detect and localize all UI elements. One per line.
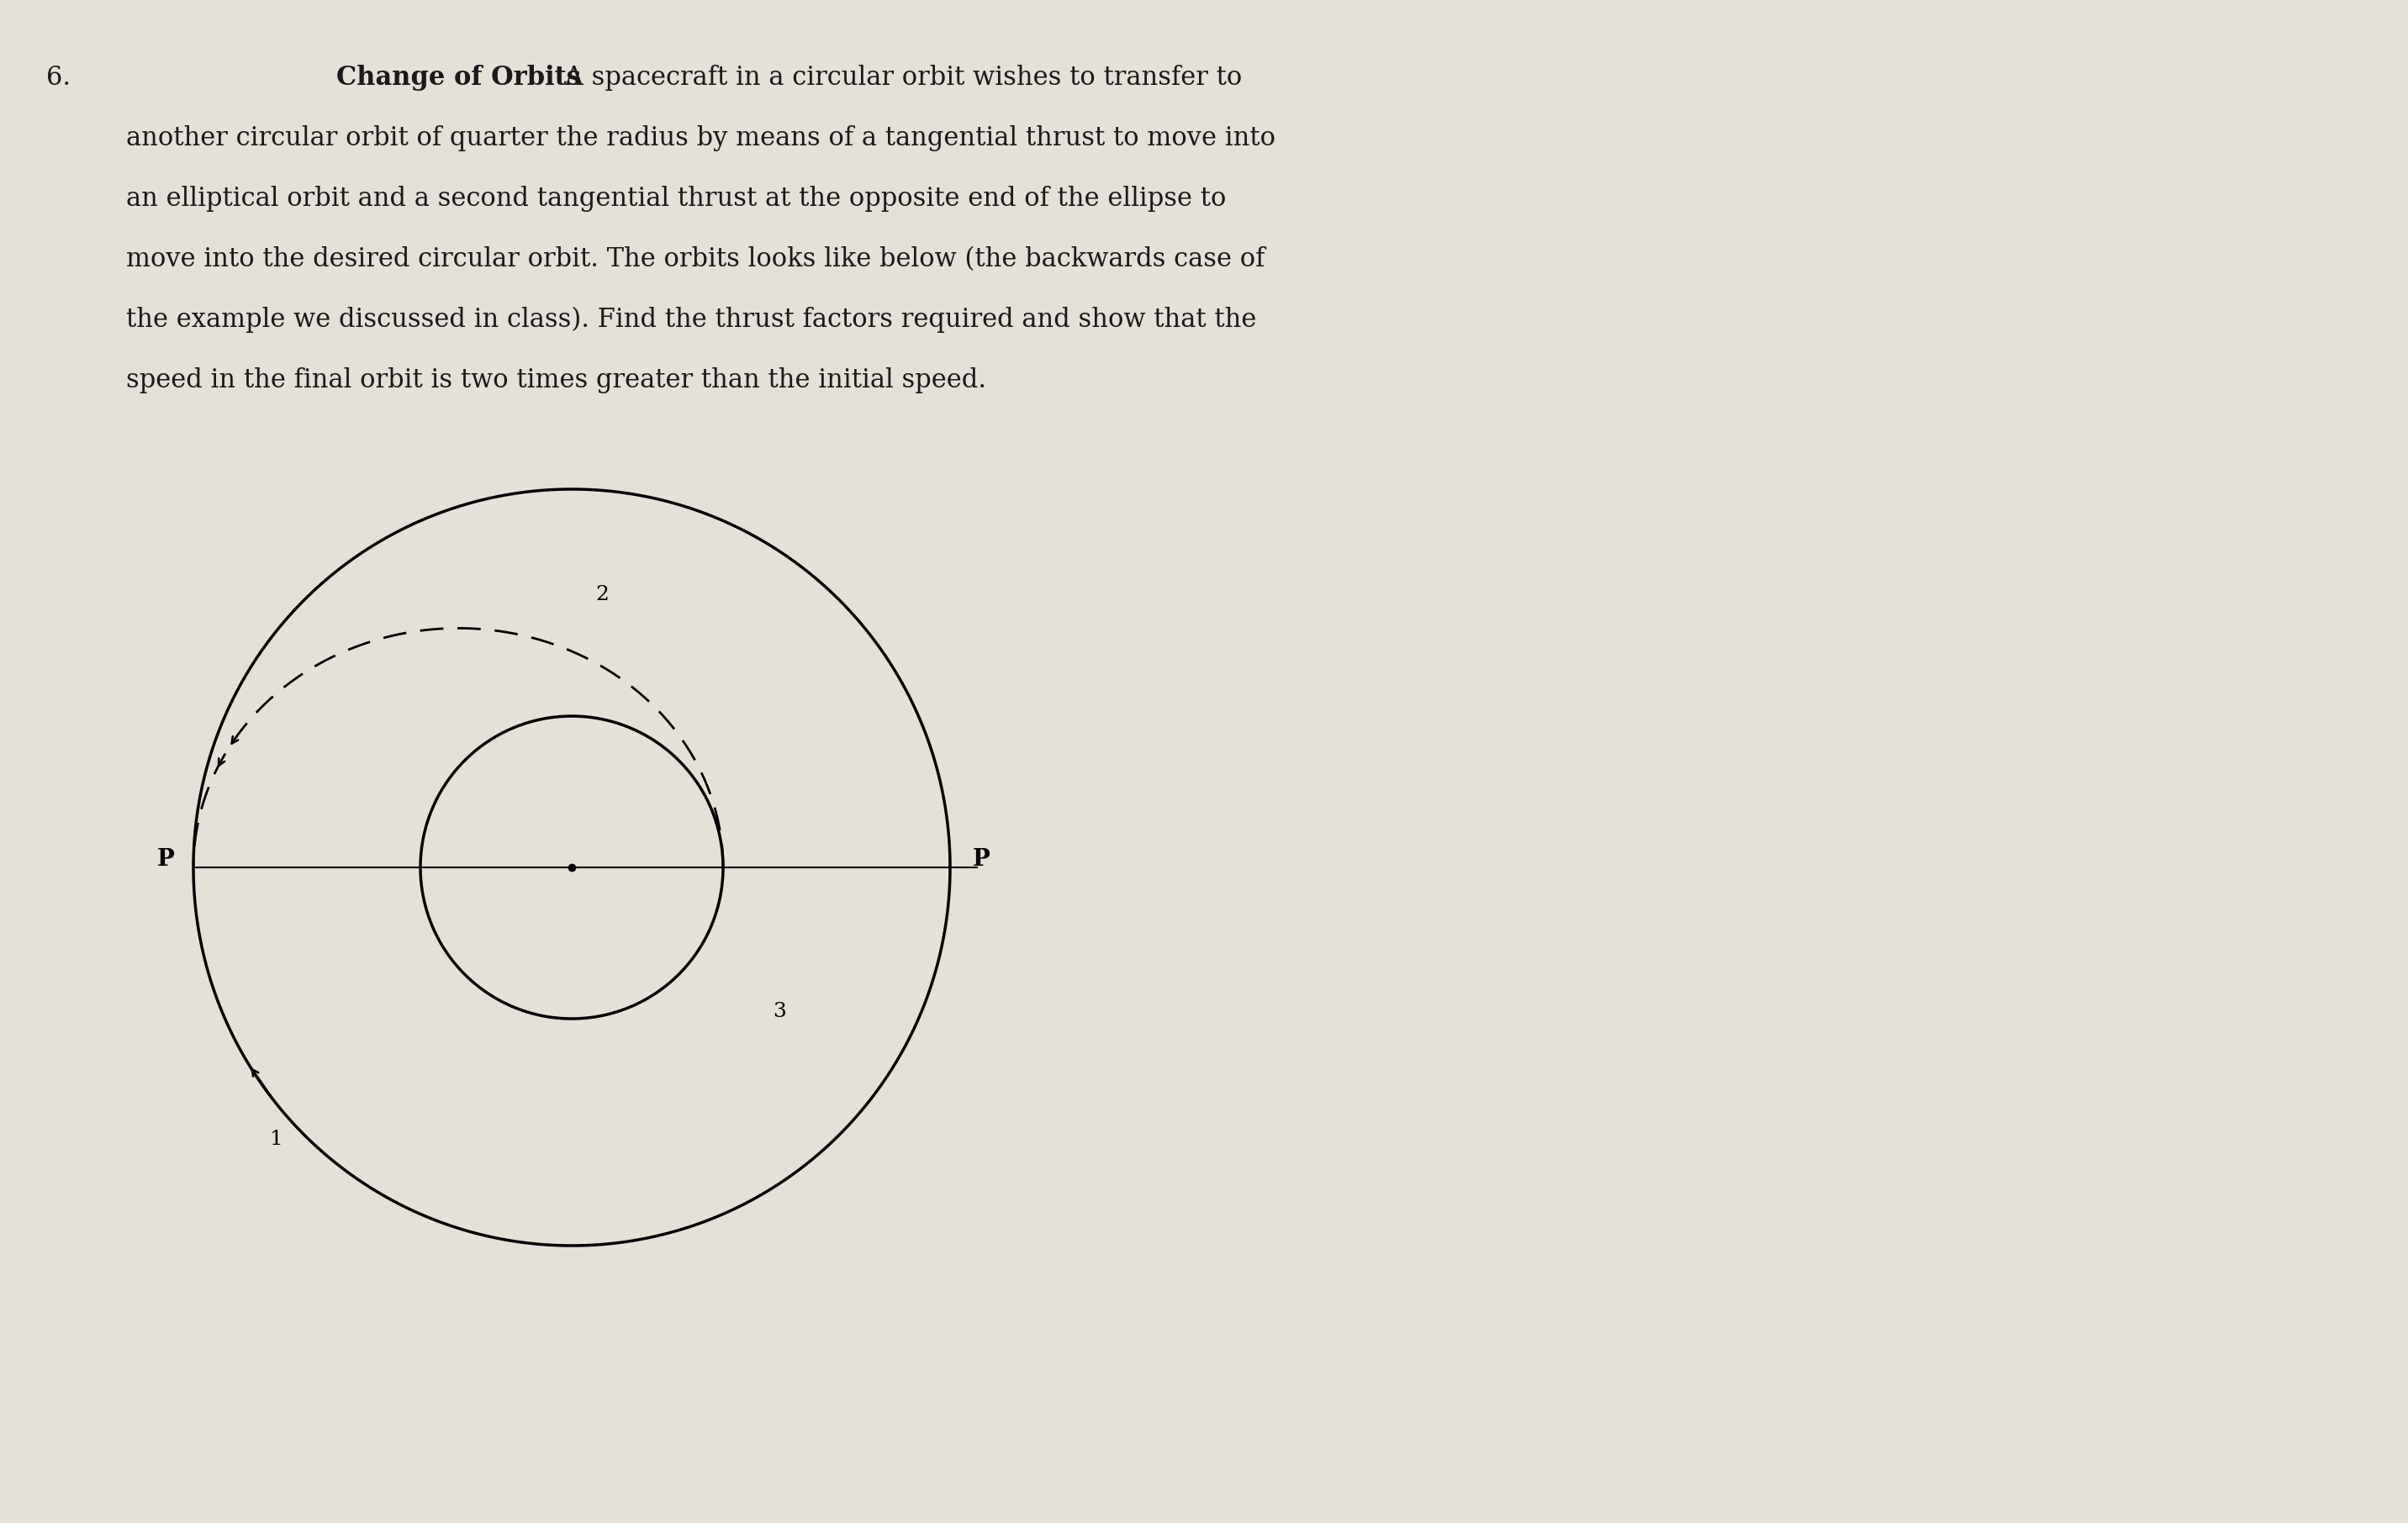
Text: P: P: [973, 848, 990, 871]
Text: 2: 2: [595, 585, 609, 605]
Text: Change of Orbits: Change of Orbits: [337, 64, 580, 91]
Text: 3: 3: [773, 1002, 787, 1020]
Text: an elliptical orbit and a second tangential thrust at the opposite end of the el: an elliptical orbit and a second tangent…: [125, 186, 1226, 212]
Text: move into the desired circular orbit. The orbits looks like below (the backwards: move into the desired circular orbit. Th…: [125, 247, 1264, 273]
Text: speed in the final orbit is two times greater than the initial speed.: speed in the final orbit is two times gr…: [125, 367, 987, 393]
Text: another circular orbit of quarter the radius by means of a tangential thrust to : another circular orbit of quarter the ra…: [125, 125, 1276, 151]
Text: P: P: [157, 848, 173, 871]
Text: 6.: 6.: [46, 64, 70, 91]
Text: A spacecraft in a circular orbit wishes to transfer to: A spacecraft in a circular orbit wishes …: [556, 64, 1243, 91]
Text: the example we discussed in class). Find the thrust factors required and show th: the example we discussed in class). Find…: [125, 306, 1257, 334]
Text: 1: 1: [270, 1130, 284, 1150]
